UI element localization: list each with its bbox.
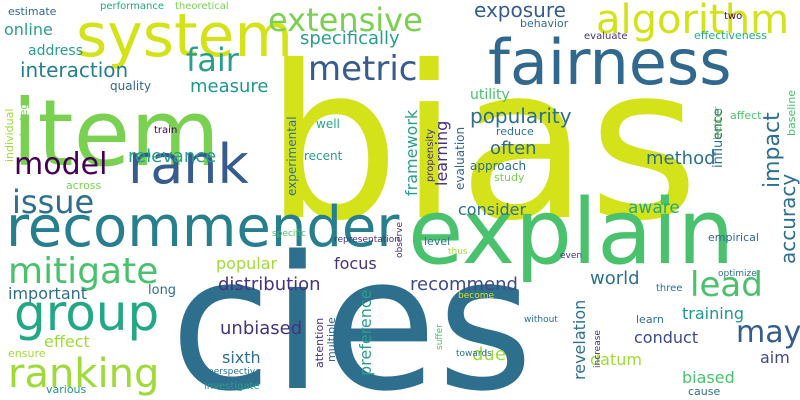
word-fairness: fairness xyxy=(488,26,732,99)
word-study: study xyxy=(494,171,525,184)
word-thus: thus xyxy=(448,247,468,257)
word-lead: lead xyxy=(690,265,763,305)
word-may: may xyxy=(736,315,800,350)
word-evaluate: evaluate xyxy=(584,31,628,42)
word-investigate: investigate xyxy=(204,381,260,392)
word-item: item xyxy=(12,80,220,187)
word-recent: recent xyxy=(304,149,343,163)
word-approach: approach xyxy=(470,159,527,173)
word-measure: measure xyxy=(190,76,269,97)
word-multiple: multiple xyxy=(325,317,338,362)
word-distribution: distribution xyxy=(218,274,321,295)
word-baseline: baseline xyxy=(785,89,798,136)
word-well: well xyxy=(316,117,340,131)
word-consider: consider xyxy=(458,200,527,219)
word-affect: affect xyxy=(730,109,762,122)
word-metric: metric xyxy=(308,49,418,89)
word-model: model xyxy=(14,147,108,182)
word-sixth: sixth xyxy=(222,348,261,367)
word-without: without xyxy=(524,315,558,325)
word-strategy: strategy xyxy=(17,96,30,142)
word-optimize: optimize xyxy=(718,269,757,279)
word-effect: effect xyxy=(44,332,90,351)
word-often: often xyxy=(490,138,537,159)
word-behavior: behavior xyxy=(520,17,569,30)
word-aware: aware xyxy=(628,198,680,218)
word-performance: performance xyxy=(100,1,165,12)
word-empirical: empirical xyxy=(708,231,759,244)
word-due: due xyxy=(472,344,506,365)
word-across: across xyxy=(66,179,102,192)
word-perspective: perspective xyxy=(208,367,261,377)
word-reduce: reduce xyxy=(496,125,534,138)
word-method: method xyxy=(646,148,716,169)
word-learn: learn xyxy=(636,313,664,326)
word-interaction: interaction xyxy=(20,58,129,82)
word-revelation: revelation xyxy=(570,299,589,380)
word-even: even xyxy=(560,251,583,261)
word-system: system xyxy=(76,1,293,71)
word-experimental: experimental xyxy=(285,116,299,196)
word-important: important xyxy=(8,284,88,303)
word-increase: increase xyxy=(593,330,603,368)
word-influence: influence xyxy=(711,108,726,168)
word-become: become xyxy=(458,291,495,301)
word-specific: specific xyxy=(272,229,307,239)
word-cies: cies xyxy=(170,216,534,400)
word-representation: representation xyxy=(334,235,401,245)
word-various: observe xyxy=(395,221,405,258)
word-online: online xyxy=(4,20,53,39)
word-aim: aim xyxy=(760,348,790,367)
word-estimate: estimate xyxy=(8,5,57,18)
word-long: long xyxy=(148,283,177,298)
word-quality: quality xyxy=(110,79,152,93)
word-datum: datum xyxy=(590,350,642,369)
word-framework: framework xyxy=(402,109,421,196)
word-propensity: propensity xyxy=(425,128,436,182)
word-bias: bias xyxy=(265,20,699,267)
word-attention: attention xyxy=(313,317,326,368)
word-utility: utility xyxy=(470,87,510,103)
word-observe: ensure xyxy=(8,347,46,360)
word-explain: explain xyxy=(408,180,735,285)
word-towards: towards xyxy=(456,349,492,359)
word-address: address xyxy=(28,43,84,59)
word-suffer: suffer xyxy=(435,324,445,350)
word-cause: cause xyxy=(688,385,721,398)
word-theoretical: theoretical xyxy=(175,1,229,12)
word-learning: learning xyxy=(432,120,451,186)
word-recommender: recommender xyxy=(6,195,400,260)
word-accuracy: accuracy xyxy=(776,173,800,264)
word-popular: popular xyxy=(216,254,278,273)
word-exposure: exposure xyxy=(474,0,566,22)
word-world: world xyxy=(590,268,640,289)
word-train: train xyxy=(154,125,178,136)
word-group: group xyxy=(14,284,160,342)
word-training: training xyxy=(682,304,744,323)
word-individual: individual xyxy=(3,108,16,162)
word-rank: rank xyxy=(128,133,249,196)
word-popularity: popularity xyxy=(470,104,572,128)
word-issue: issue xyxy=(12,183,95,221)
word-preference: preference xyxy=(356,289,375,376)
word-mitigate: mitigate xyxy=(8,251,159,292)
word-recommend: recommend xyxy=(410,274,518,295)
word-ensure: various xyxy=(46,383,87,396)
word-algorithm: algorithm xyxy=(596,0,790,43)
word-extensive: extensive xyxy=(268,1,423,39)
word-specifically: specifically xyxy=(300,28,400,49)
word-level: level xyxy=(424,235,451,248)
word-relevance: relevance xyxy=(128,146,217,167)
word-three: three xyxy=(656,283,683,294)
word-focus: focus xyxy=(334,254,377,273)
word-evaluation: evaluation xyxy=(453,126,467,190)
word-biased: biased xyxy=(682,368,735,387)
word-two: two xyxy=(724,11,743,22)
word-fair: fair xyxy=(186,41,239,79)
word-unbiased: unbiased xyxy=(220,318,303,339)
word-effectiveness: effectiveness xyxy=(694,29,768,42)
word-ranking: ranking xyxy=(8,351,160,397)
word-conduct: conduct xyxy=(634,328,699,347)
